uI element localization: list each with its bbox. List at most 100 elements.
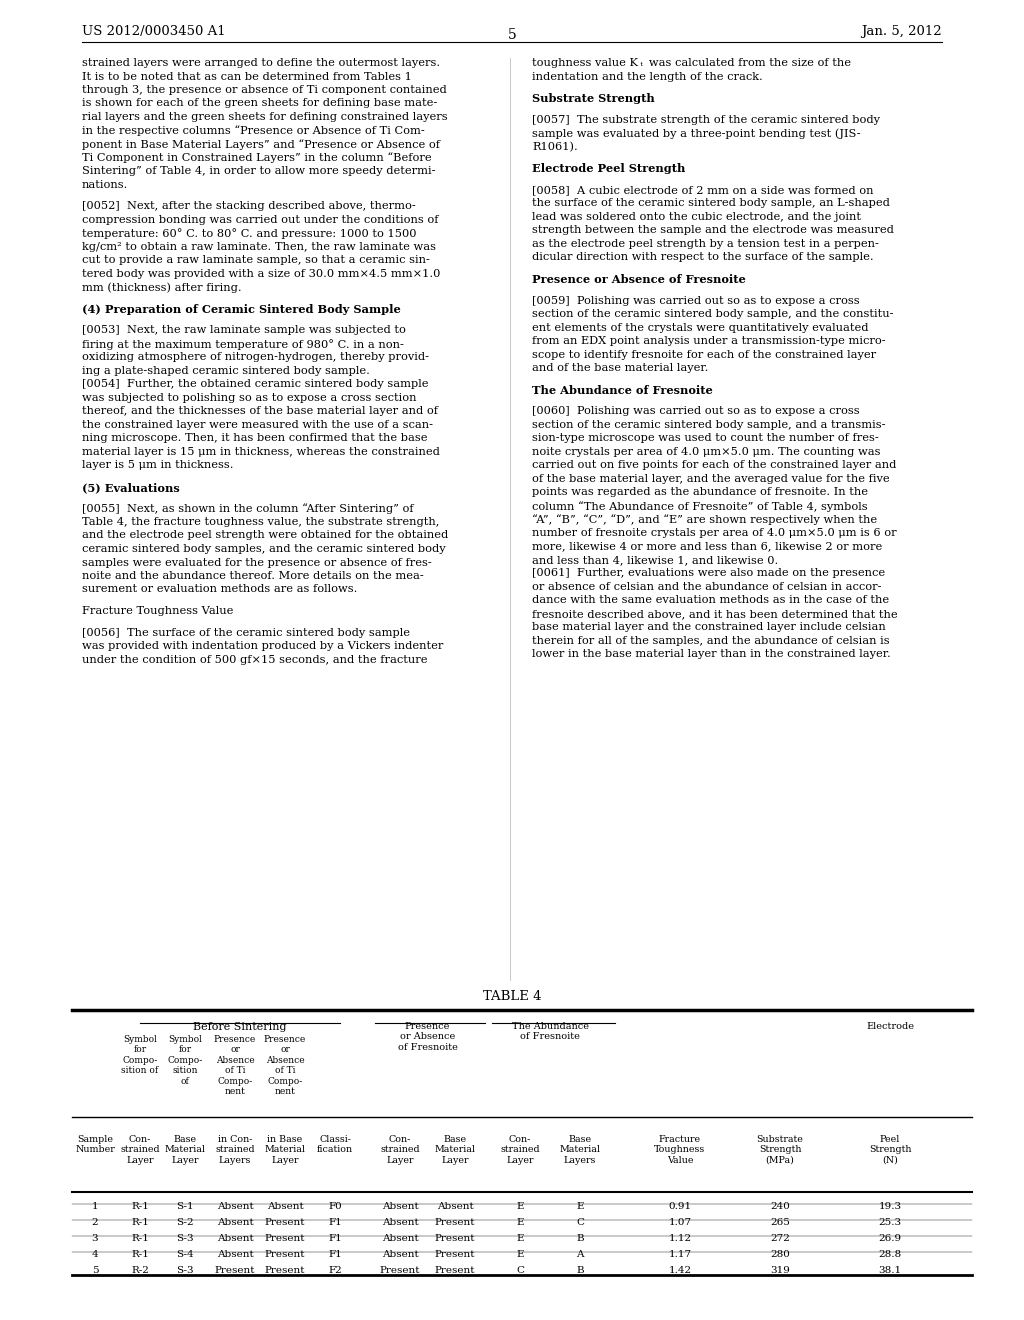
Text: [0054]  Further, the obtained ceramic sintered body sample: [0054] Further, the obtained ceramic sin…	[82, 379, 428, 389]
Text: [0055]  Next, as shown in the column “After Sintering” of: [0055] Next, as shown in the column “Aft…	[82, 503, 414, 515]
Text: section of the ceramic sintered body sample, and a transmis-: section of the ceramic sintered body sam…	[532, 420, 886, 430]
Text: Ti Component in Constrained Layers” in the column “Before: Ti Component in Constrained Layers” in t…	[82, 153, 432, 164]
Text: Presence or Absence of Fresnoite: Presence or Absence of Fresnoite	[532, 275, 745, 285]
Text: [0052]  Next, after the stacking described above, thermo-: [0052] Next, after the stacking describe…	[82, 201, 416, 211]
Text: through 3, the presence or absence of Ti component contained: through 3, the presence or absence of Ti…	[82, 84, 446, 95]
Text: ceramic sintered body samples, and the ceramic sintered body: ceramic sintered body samples, and the c…	[82, 544, 445, 554]
Text: therein for all of the samples, and the abundance of celsian is: therein for all of the samples, and the …	[532, 636, 890, 645]
Text: nations.: nations.	[82, 180, 128, 190]
Text: [0056]  The surface of the ceramic sintered body sample: [0056] The surface of the ceramic sinter…	[82, 628, 410, 638]
Text: the constrained layer were measured with the use of a scan-: the constrained layer were measured with…	[82, 420, 433, 430]
Text: as the electrode peel strength by a tension test in a perpen-: as the electrode peel strength by a tens…	[532, 239, 879, 249]
Text: TABLE 4: TABLE 4	[482, 990, 542, 1003]
Text: sample was evaluated by a three-point bending test (JIS-: sample was evaluated by a three-point be…	[532, 128, 860, 139]
Text: R-1: R-1	[131, 1218, 148, 1228]
Text: 280: 280	[770, 1250, 790, 1259]
Text: “A”, “B”, “C”, “D”, and “E” are shown respectively when the: “A”, “B”, “C”, “D”, and “E” are shown re…	[532, 515, 878, 525]
Text: 28.8: 28.8	[879, 1250, 901, 1259]
Text: 319: 319	[770, 1266, 790, 1275]
Text: 240: 240	[770, 1203, 790, 1210]
Text: Absent: Absent	[382, 1203, 419, 1210]
Text: Present: Present	[265, 1218, 305, 1228]
Text: dicular direction with respect to the surface of the sample.: dicular direction with respect to the su…	[532, 252, 873, 263]
Text: Con-
strained
Layer: Con- strained Layer	[380, 1135, 420, 1164]
Text: Base
Material
Layers: Base Material Layers	[559, 1135, 600, 1164]
Text: Present: Present	[265, 1266, 305, 1275]
Text: Peel
Strength
(N): Peel Strength (N)	[868, 1135, 911, 1164]
Text: or absence of celsian and the abundance of celsian in accor-: or absence of celsian and the abundance …	[532, 582, 882, 591]
Text: was subjected to polishing so as to expose a cross section: was subjected to polishing so as to expo…	[82, 393, 417, 403]
Text: in Con-
strained
Layers: in Con- strained Layers	[215, 1135, 255, 1164]
Text: R1061).: R1061).	[532, 141, 578, 152]
Text: (4) Preparation of Ceramic Sintered Body Sample: (4) Preparation of Ceramic Sintered Body…	[82, 304, 400, 314]
Text: F2: F2	[328, 1266, 342, 1275]
Text: Table 4, the fracture toughness value, the substrate strength,: Table 4, the fracture toughness value, t…	[82, 517, 439, 527]
Text: 1.17: 1.17	[669, 1250, 691, 1259]
Text: C: C	[516, 1266, 524, 1275]
Text: sion-type microscope was used to count the number of fres-: sion-type microscope was used to count t…	[532, 433, 879, 444]
Text: Present: Present	[265, 1250, 305, 1259]
Text: S-3: S-3	[176, 1234, 194, 1243]
Text: indentation and the length of the crack.: indentation and the length of the crack.	[532, 71, 763, 82]
Text: The Abundance of Fresnoite: The Abundance of Fresnoite	[532, 384, 713, 396]
Text: kg/cm² to obtain a raw laminate. Then, the raw laminate was: kg/cm² to obtain a raw laminate. Then, t…	[82, 242, 436, 252]
Text: 2: 2	[92, 1218, 98, 1228]
Text: S-3: S-3	[176, 1266, 194, 1275]
Text: Fracture
Toughness
Value: Fracture Toughness Value	[654, 1135, 706, 1164]
Text: B: B	[577, 1266, 584, 1275]
Text: Absent: Absent	[382, 1250, 419, 1259]
Text: ning microscope. Then, it has been confirmed that the base: ning microscope. Then, it has been confi…	[82, 433, 427, 444]
Text: column “The Abundance of Fresnoite” of Table 4, symbols: column “The Abundance of Fresnoite” of T…	[532, 500, 867, 512]
Text: Present: Present	[435, 1234, 475, 1243]
Text: Present: Present	[380, 1266, 420, 1275]
Text: of the base material layer, and the averaged value for the five: of the base material layer, and the aver…	[532, 474, 890, 484]
Text: The Abundance
of Fresnoite: The Abundance of Fresnoite	[512, 1022, 589, 1041]
Text: under the condition of 500 gf×15 seconds, and the fracture: under the condition of 500 gf×15 seconds…	[82, 655, 427, 665]
Text: C: C	[575, 1218, 584, 1228]
Text: E: E	[516, 1218, 523, 1228]
Text: Fracture Toughness Value: Fracture Toughness Value	[82, 606, 233, 616]
Text: Sample
Number: Sample Number	[75, 1135, 115, 1155]
Text: Absent: Absent	[217, 1203, 253, 1210]
Text: noite and the abundance thereof. More details on the mea-: noite and the abundance thereof. More de…	[82, 572, 424, 581]
Text: 3: 3	[92, 1234, 98, 1243]
Text: Absent: Absent	[217, 1250, 253, 1259]
Text: fresnoite described above, and it has been determined that the: fresnoite described above, and it has be…	[532, 609, 898, 619]
Text: and less than 4, likewise 1, and likewise 0.: and less than 4, likewise 1, and likewis…	[532, 554, 778, 565]
Text: temperature: 60° C. to 80° C. and pressure: 1000 to 1500: temperature: 60° C. to 80° C. and pressu…	[82, 228, 417, 239]
Text: toughness value K ₜ  was calculated from the size of the: toughness value K ₜ was calculated from …	[532, 58, 851, 69]
Text: 0.91: 0.91	[669, 1203, 691, 1210]
Text: Present: Present	[215, 1266, 255, 1275]
Text: Present: Present	[435, 1250, 475, 1259]
Text: section of the ceramic sintered body sample, and the constitu-: section of the ceramic sintered body sam…	[532, 309, 894, 319]
Text: 272: 272	[770, 1234, 790, 1243]
Text: cut to provide a raw laminate sample, so that a ceramic sin-: cut to provide a raw laminate sample, so…	[82, 255, 430, 265]
Text: Before Sintering: Before Sintering	[194, 1022, 287, 1032]
Text: [0057]  The substrate strength of the ceramic sintered body: [0057] The substrate strength of the cer…	[532, 115, 880, 124]
Text: is shown for each of the green sheets for defining base mate-: is shown for each of the green sheets fo…	[82, 99, 437, 108]
Text: [0053]  Next, the raw laminate sample was subjected to: [0053] Next, the raw laminate sample was…	[82, 325, 406, 335]
Text: Presence
or
Absence
of Ti
Compo-
nent: Presence or Absence of Ti Compo- nent	[214, 1035, 256, 1096]
Text: strained layers were arranged to define the outermost layers.: strained layers were arranged to define …	[82, 58, 440, 69]
Text: thereof, and the thicknesses of the base material layer and of: thereof, and the thicknesses of the base…	[82, 407, 438, 416]
Text: [0058]  A cubic electrode of 2 mm on a side was formed on: [0058] A cubic electrode of 2 mm on a si…	[532, 185, 873, 195]
Text: ing a plate-shaped ceramic sintered body sample.: ing a plate-shaped ceramic sintered body…	[82, 366, 370, 376]
Text: E: E	[516, 1250, 523, 1259]
Text: lower in the base material layer than in the constrained layer.: lower in the base material layer than in…	[532, 649, 891, 659]
Text: [0061]  Further, evaluations were also made on the presence: [0061] Further, evaluations were also ma…	[532, 569, 885, 578]
Text: more, likewise 4 or more and less than 6, likewise 2 or more: more, likewise 4 or more and less than 6…	[532, 541, 883, 552]
Text: scope to identify fresnoite for each of the constrained layer: scope to identify fresnoite for each of …	[532, 350, 877, 359]
Text: US 2012/0003450 A1: US 2012/0003450 A1	[82, 25, 225, 38]
Text: and the electrode peel strength were obtained for the obtained: and the electrode peel strength were obt…	[82, 531, 449, 540]
Text: 1.12: 1.12	[669, 1234, 691, 1243]
Text: points was regarded as the abundance of fresnoite. In the: points was regarded as the abundance of …	[532, 487, 868, 498]
Text: base material layer and the constrained layer include celsian: base material layer and the constrained …	[532, 622, 886, 632]
Text: Substrate Strength: Substrate Strength	[532, 94, 654, 104]
Text: and of the base material layer.: and of the base material layer.	[532, 363, 709, 374]
Text: surement or evaluation methods are as follows.: surement or evaluation methods are as fo…	[82, 585, 357, 594]
Text: dance with the same evaluation methods as in the case of the: dance with the same evaluation methods a…	[532, 595, 889, 606]
Text: E: E	[516, 1203, 523, 1210]
Text: [0060]  Polishing was carried out so as to expose a cross: [0060] Polishing was carried out so as t…	[532, 407, 859, 416]
Text: Absent: Absent	[266, 1203, 303, 1210]
Text: Present: Present	[265, 1234, 305, 1243]
